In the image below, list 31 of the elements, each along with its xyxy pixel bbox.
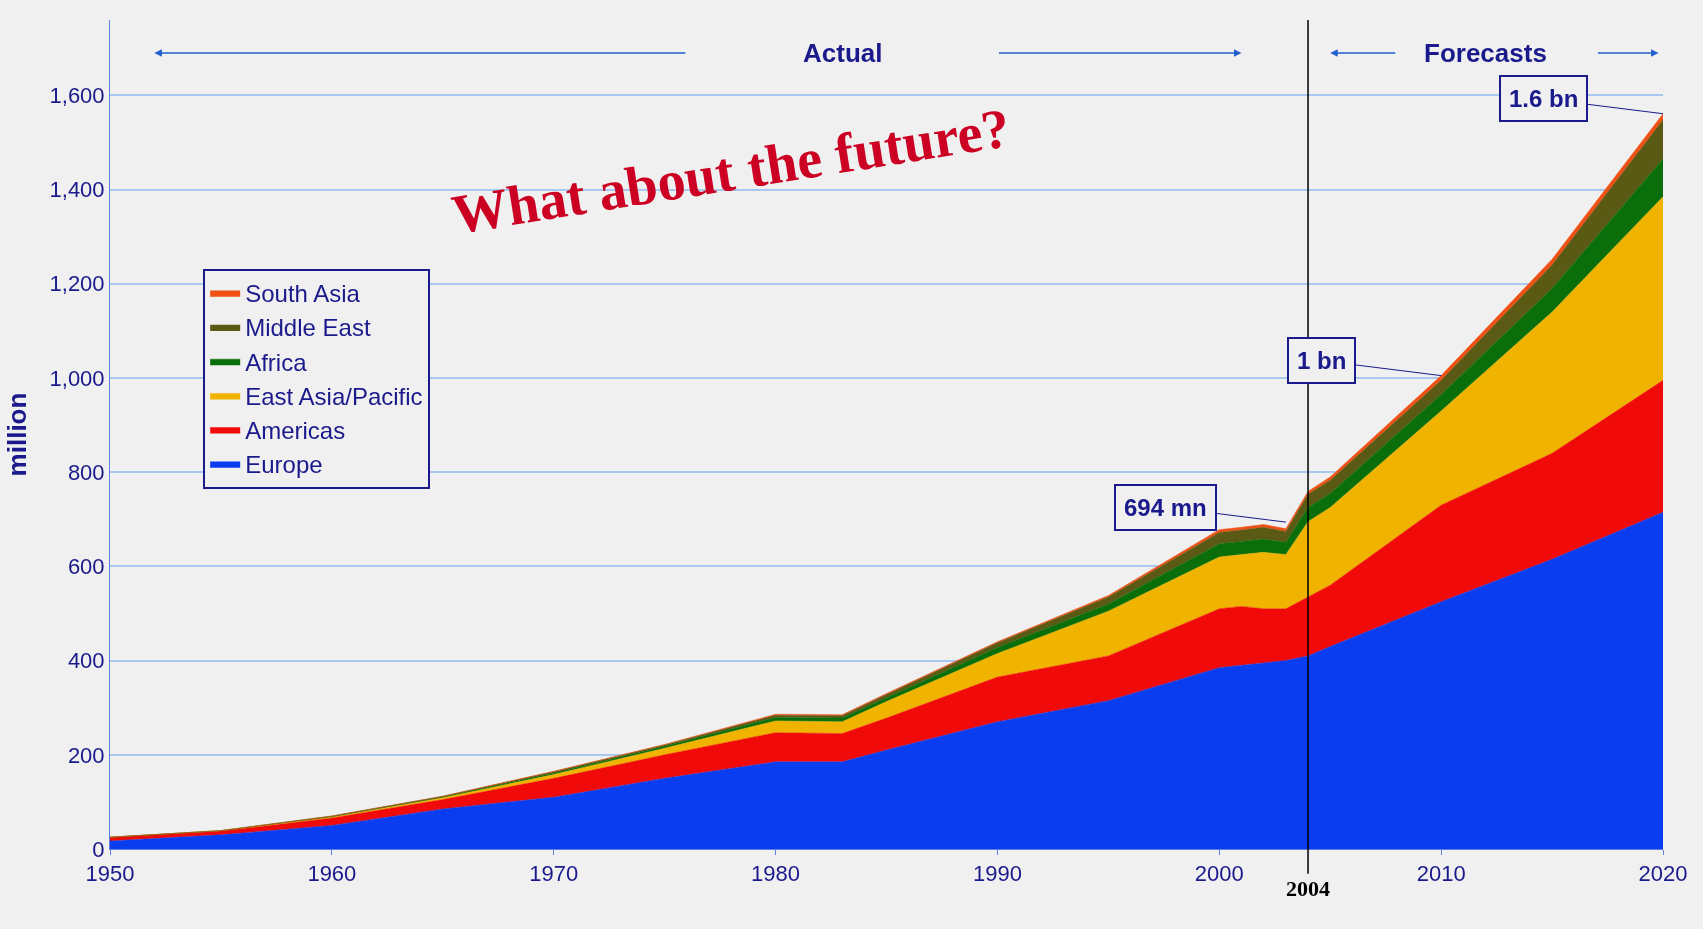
- annotation: 1 bn: [1297, 347, 1347, 374]
- annotation: Forecasts: [1424, 38, 1547, 68]
- y-tick-label: 1,000: [49, 365, 105, 391]
- ref-line-label: 2004: [1286, 876, 1330, 901]
- legend-label: East Asia/Pacific: [245, 382, 423, 410]
- annotation: Actual: [803, 38, 883, 68]
- y-tick-label: 1,200: [49, 271, 105, 297]
- y-tick-label: 600: [67, 554, 105, 580]
- annotation: 1.6 bn: [1509, 85, 1579, 112]
- x-tick-label: 1980: [751, 861, 801, 887]
- y-tick-label: 1,400: [49, 177, 105, 203]
- legend-label: Africa: [245, 348, 308, 376]
- x-tick-label: 1970: [529, 861, 579, 887]
- annotation: 694 mn: [1124, 494, 1207, 521]
- x-tick-label: 1950: [85, 861, 135, 887]
- y-tick-label: 1,600: [49, 83, 105, 109]
- x-tick-label: 2020: [1638, 861, 1688, 887]
- annotation: What about the future?: [447, 96, 1015, 246]
- legend-label: Middle East: [245, 314, 371, 342]
- y-axis-title: million: [1, 392, 32, 477]
- legend-label: Americas: [245, 416, 346, 444]
- y-tick-label: 200: [67, 742, 105, 768]
- x-tick-label: 2010: [1416, 861, 1466, 887]
- y-tick-label: 0: [92, 836, 105, 862]
- x-tick-label: 1960: [307, 861, 357, 887]
- legend-label: Europe: [245, 451, 323, 479]
- x-tick-label: 1990: [972, 861, 1022, 887]
- x-tick-label: 2000: [1194, 861, 1244, 887]
- legend-label: South Asia: [245, 280, 361, 308]
- y-tick-label: 800: [67, 459, 105, 485]
- y-tick-label: 400: [67, 648, 105, 674]
